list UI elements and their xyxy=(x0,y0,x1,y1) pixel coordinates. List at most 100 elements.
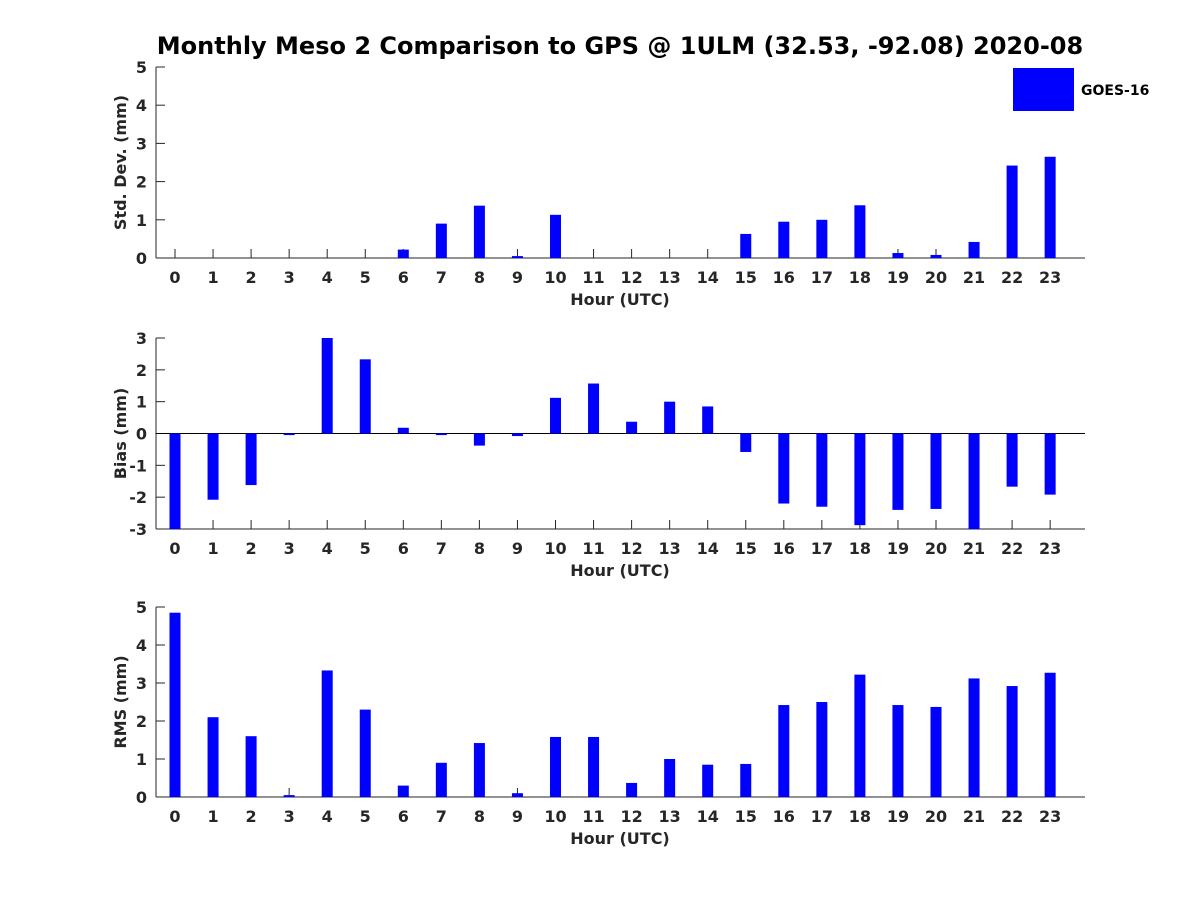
x-tick-label: 7 xyxy=(436,539,447,558)
x-tick-label: 12 xyxy=(620,268,642,287)
bar xyxy=(930,433,942,509)
y-tick-label: 2 xyxy=(136,712,147,731)
x-tick-label: 16 xyxy=(773,539,795,558)
bar xyxy=(892,253,904,258)
bar xyxy=(473,433,485,446)
y-tick-label: 3 xyxy=(136,329,147,348)
bar xyxy=(702,406,714,434)
x-tick-label: 22 xyxy=(1001,539,1023,558)
y-tick-label: 0 xyxy=(136,249,147,268)
bar xyxy=(740,763,752,797)
x-tick-label: 9 xyxy=(512,268,523,287)
x-tick-label: 21 xyxy=(963,268,985,287)
x-tick-label: 15 xyxy=(735,268,757,287)
y-tick-label: -3 xyxy=(129,520,147,539)
x-tick-label: 1 xyxy=(207,807,218,826)
x-tick-label: 3 xyxy=(284,539,295,558)
x-tick-label: 14 xyxy=(697,268,719,287)
y-tick-label: -2 xyxy=(129,488,147,507)
y-tick-label: 5 xyxy=(136,58,147,77)
bar xyxy=(473,205,485,258)
x-tick-label: 13 xyxy=(659,807,681,826)
bar xyxy=(588,383,600,434)
bar xyxy=(816,702,828,797)
bar xyxy=(816,433,828,507)
legend: GOES-16 xyxy=(1013,68,1149,111)
x-tick-label: 10 xyxy=(544,268,566,287)
bar xyxy=(245,736,257,797)
bar xyxy=(892,433,904,510)
x-tick-label: 20 xyxy=(925,539,947,558)
x-tick-label: 4 xyxy=(322,539,333,558)
y-tick-label: 1 xyxy=(136,211,147,230)
bar xyxy=(435,433,447,436)
bar xyxy=(778,705,790,797)
y-axis-label: Std. Dev. (mm) xyxy=(111,95,130,230)
bar xyxy=(740,233,752,258)
y-tick-label: 4 xyxy=(136,636,147,655)
x-tick-label: 7 xyxy=(436,268,447,287)
x-tick-label: 8 xyxy=(474,807,485,826)
bar xyxy=(702,764,714,797)
y-axis-label: RMS (mm) xyxy=(111,655,130,748)
x-tick-label: 0 xyxy=(169,807,180,826)
bar xyxy=(664,401,676,434)
x-tick-label: 6 xyxy=(398,268,409,287)
x-tick-label: 5 xyxy=(360,268,371,287)
x-tick-label: 9 xyxy=(512,807,523,826)
x-tick-label: 11 xyxy=(582,268,604,287)
bar xyxy=(778,221,790,258)
bar xyxy=(397,785,409,797)
x-tick-label: 2 xyxy=(246,807,257,826)
x-tick-label: 15 xyxy=(735,539,757,558)
bar xyxy=(397,249,409,258)
x-tick-label: 23 xyxy=(1039,268,1061,287)
bar xyxy=(207,717,219,797)
x-tick-label: 6 xyxy=(398,807,409,826)
bar xyxy=(626,421,638,434)
bar xyxy=(169,612,181,797)
y-axis-label: Bias (mm) xyxy=(111,388,130,480)
x-tick-label: 17 xyxy=(811,539,833,558)
bar xyxy=(968,433,980,529)
x-tick-label: 10 xyxy=(544,539,566,558)
bar xyxy=(207,433,219,500)
x-axis-label: Hour (UTC) xyxy=(570,290,670,309)
x-tick-label: 0 xyxy=(169,268,180,287)
bar xyxy=(359,709,371,797)
x-tick-label: 23 xyxy=(1039,807,1061,826)
bar xyxy=(968,678,980,797)
bar xyxy=(245,433,257,486)
x-tick-label: 22 xyxy=(1001,268,1023,287)
x-tick-label: 14 xyxy=(697,539,719,558)
x-tick-label: 18 xyxy=(849,268,871,287)
bar xyxy=(511,793,523,797)
x-axis-label: Hour (UTC) xyxy=(570,561,670,580)
x-axis-label: Hour (UTC) xyxy=(570,829,670,848)
y-tick-label: 4 xyxy=(136,96,147,115)
y-tick-label: 2 xyxy=(136,361,147,380)
y-tick-label: 1 xyxy=(136,750,147,769)
bar xyxy=(1006,686,1018,797)
y-tick-label: 0 xyxy=(136,788,147,807)
x-tick-label: 19 xyxy=(887,539,909,558)
x-tick-label: 4 xyxy=(322,807,333,826)
legend-label: GOES-16 xyxy=(1081,83,1149,99)
bar xyxy=(397,427,409,434)
bar xyxy=(511,433,523,437)
bar xyxy=(892,705,904,797)
bar xyxy=(435,762,447,797)
bar xyxy=(930,706,942,797)
bar xyxy=(854,674,866,797)
x-tick-label: 21 xyxy=(963,807,985,826)
bar xyxy=(664,759,676,797)
y-tick-label: 2 xyxy=(136,173,147,192)
bar xyxy=(435,223,447,258)
bar xyxy=(816,219,828,258)
bar xyxy=(1044,433,1056,495)
bar xyxy=(550,214,561,258)
x-tick-label: 23 xyxy=(1039,539,1061,558)
bar xyxy=(321,338,333,434)
x-tick-label: 16 xyxy=(773,268,795,287)
